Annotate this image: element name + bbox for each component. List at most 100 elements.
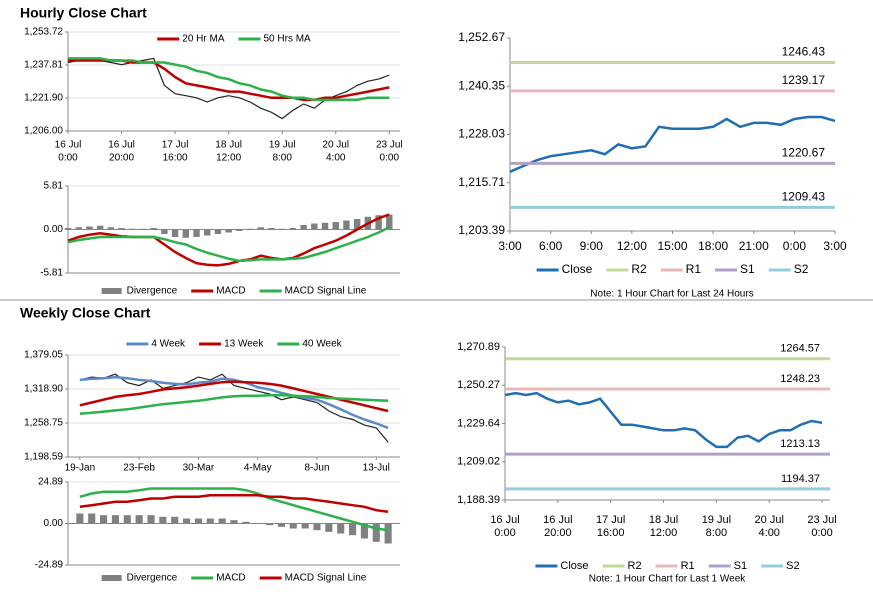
x-tick-label: 12:00 [216,153,241,164]
divergence-bar [139,228,147,230]
x-tick-label: 8:00 [706,527,727,539]
y-tick-label: 1,188.39 [457,494,500,506]
series-line [504,391,823,449]
divergence-bar [206,518,214,524]
divergence-bar [254,523,262,524]
divergence-bar [337,523,345,534]
x-tick-label: 0:00 [811,527,832,539]
divergence-bar [64,228,72,230]
divergence-bar [230,520,238,524]
y-tick-label: 1,203.39 [458,223,505,237]
x-tick-label: 20 Jul [755,514,784,526]
x-tick-label: 16 Jul [108,140,135,151]
divergence-bar [204,229,211,236]
x-tick-label: 23-Feb [123,463,155,474]
y-tick-label: 1,258.75 [24,418,63,429]
legend-label: R2 [631,262,647,276]
x-tick-label: 8:00 [272,153,292,164]
pivot-level-label: 1239.17 [782,73,826,87]
divergence-bar [300,225,307,230]
divergence-bar [332,222,339,230]
x-tick-label: 16 Jul [543,514,572,526]
legend-label: S2 [794,262,809,276]
legend-label: 40 Week [302,339,342,350]
x-tick-label: 21:00 [739,239,769,253]
x-tick-label: 23 Jul [376,140,403,151]
divergence-bar [375,215,382,230]
divergence-bar [118,228,125,230]
series-line [79,487,389,532]
divergence-bar [135,515,143,524]
divergence-bar [100,515,108,524]
x-tick-label: 20:00 [109,153,134,164]
divergence-bar [360,523,368,539]
divergence-bar [150,228,157,230]
section-title: Hourly Close Chart [20,5,147,21]
x-tick-label: 9:00 [580,239,604,253]
y-tick-label: -24.89 [35,560,64,571]
legend-label: S1 [734,560,747,572]
y-tick-label: -5.81 [40,268,63,279]
x-tick-label: 15:00 [657,239,687,253]
x-tick-label: 3:00 [823,239,847,253]
divergence-bar [111,515,119,524]
y-tick-label: 1,206.00 [24,126,63,137]
y-tick-label: 1,252.67 [458,30,505,44]
divergence-bar [218,518,226,524]
pivot-level-label: 1248.23 [780,373,820,385]
divergence-bar [246,228,254,230]
x-tick-label: 19 Jul [269,140,296,151]
legend: Close R2 R1 S1 S2 [535,560,800,572]
x-tick-label: 4-May [244,463,272,474]
legend-label: S1 [740,262,755,276]
legend: 4 Week 13 Week 40 Week [126,339,343,350]
y-tick-label: 1,240.35 [458,78,505,92]
chart-note: Note: 1 Hour Chart for Last 24 Hours [590,289,753,300]
x-tick-label: 0:00 [380,153,400,164]
x-tick-label: 3:00 [498,239,522,253]
y-tick-label: 1,215.71 [458,175,505,189]
x-tick-label: 18 Jul [649,514,678,526]
divergence-bar [214,229,222,234]
y-tick-label: 1,379.05 [24,350,63,361]
legend-label: S2 [786,560,799,572]
y-tick-label: 1,318.90 [24,384,63,395]
legend-label: Divergence [127,286,178,297]
x-tick-label: 0:00 [783,239,807,253]
legend-label: 50 Hrs MA [264,34,312,45]
pivot-level-label: 1264.57 [780,343,820,355]
divergence-bar [289,228,297,230]
x-tick-label: 16 Jul [55,140,82,151]
y-tick-label: 1,253.72 [24,27,63,38]
x-tick-label: 18:00 [698,239,728,253]
divergence-bar [266,523,274,526]
x-tick-label: 20:00 [544,527,572,539]
x-tick-label: 8-Jun [304,463,329,474]
legend-label: 13 Week [224,339,264,350]
divergence-bar [372,523,380,542]
x-tick-label: 30-Mar [183,463,215,474]
divergence-bar [225,229,232,233]
pivot-level-label: 1194.37 [781,473,820,485]
pivot-level-label: 1213.13 [780,438,820,450]
pivot-level-label: 1209.43 [782,190,826,204]
x-tick-label: 16:00 [163,153,188,164]
divergence-bar [349,523,357,536]
y-tick-label: 5.81 [44,181,64,192]
x-tick-label: 17 Jul [596,514,625,526]
divergence-bar [171,229,179,237]
legend: Close R2 R1 S1 S2 [536,262,809,276]
divergence-bar [313,523,321,531]
section-title: Weekly Close Chart [20,305,151,321]
divergence-bar [183,518,191,524]
legend-label: MACD Signal Line [285,573,367,584]
close-line [79,373,389,443]
divergence-bar [278,228,286,230]
x-tick-label: 0:00 [58,153,78,164]
pivot-level-label: 1246.43 [782,45,826,59]
legend-label: MACD Signal Line [285,286,367,297]
series-line [67,226,390,263]
divergence-bar [96,225,104,230]
divergence-bar [88,513,96,524]
